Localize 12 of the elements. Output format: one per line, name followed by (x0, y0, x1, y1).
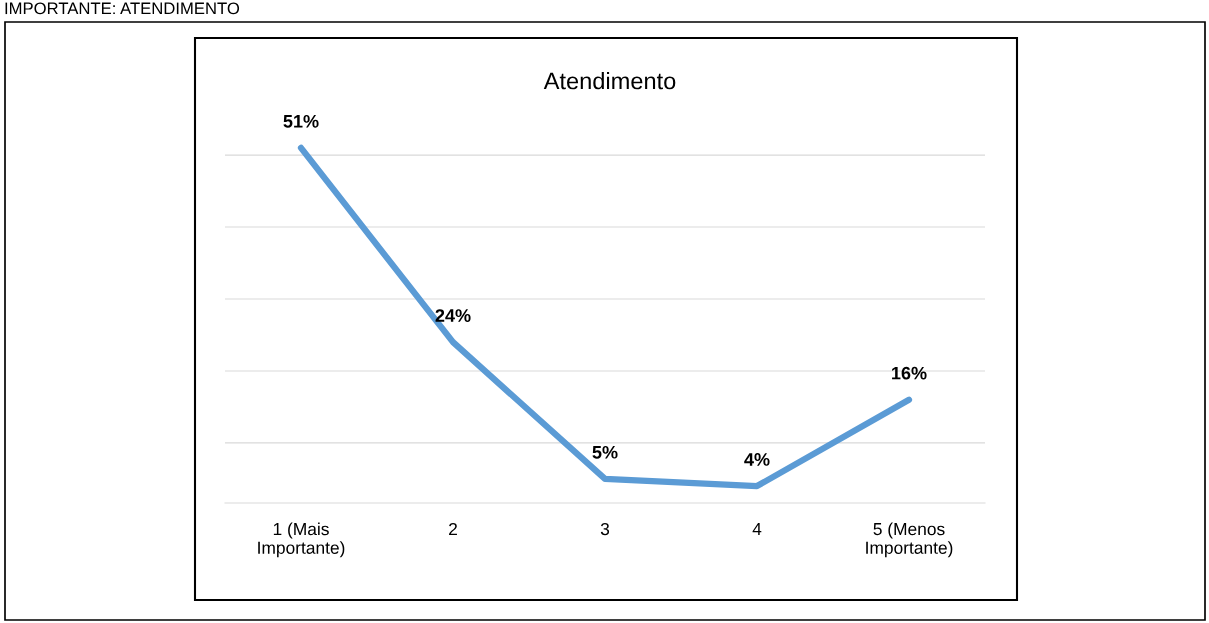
data-label: 24% (435, 309, 471, 322)
data-label: 51% (283, 114, 319, 128)
data-label: 4% (744, 453, 770, 466)
data-label: 5% (592, 445, 618, 459)
chart-title: Atendimento (543, 72, 676, 90)
text: IMPORTANTE: ATENDIMENTO (5, 2, 240, 15)
x-tick-label: 2 (449, 522, 457, 536)
x-tick-label: 3 (600, 522, 610, 536)
data-label: 16% (892, 366, 927, 380)
x-tick-label: 1 (Mais Importante) (258, 522, 345, 558)
x-tick-label: 4 (752, 523, 762, 536)
x-tick-label: 5 (Menos Importante) (866, 522, 953, 558)
